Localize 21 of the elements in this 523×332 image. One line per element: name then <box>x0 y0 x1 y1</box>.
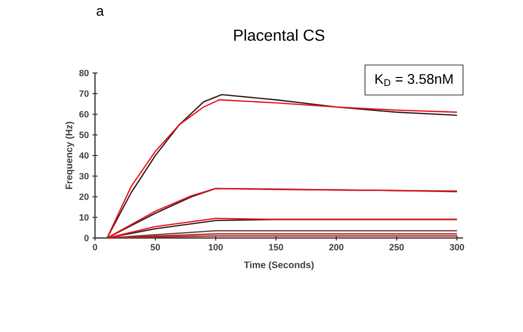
text: a <box>96 8 104 16</box>
y-tick-label: 10 <box>80 214 89 221</box>
annotation: K$_{D}$ = 3.58nM <box>376 74 452 86</box>
x-tick-label: 100 <box>208 244 223 250</box>
x-tick-label: 200 <box>329 244 344 250</box>
y-tick-label: 30 <box>79 172 89 180</box>
x-tick-label: 250 <box>389 244 404 250</box>
x-tick-label: 50 <box>150 244 160 250</box>
y-tick-label: 50 <box>79 132 89 138</box>
x-axis-title: Time (Seconds) <box>244 261 314 270</box>
y-tick-label: 60 <box>79 111 89 118</box>
x-tick-label: 0 <box>92 244 98 250</box>
chart-title: Placental CS <box>234 29 324 41</box>
y-tick-label: 20 <box>79 194 89 200</box>
y-tick-label: 70 <box>79 90 89 97</box>
y-tick-label: 80 <box>79 70 89 76</box>
y-axis-title: Frequency (Hz) <box>65 122 74 190</box>
x-tick-label: 150 <box>269 244 284 250</box>
y-tick-label: 0 <box>84 234 89 242</box>
x-tick-label: 300 <box>450 244 464 250</box>
y-tick-label: 40 <box>79 152 89 159</box>
